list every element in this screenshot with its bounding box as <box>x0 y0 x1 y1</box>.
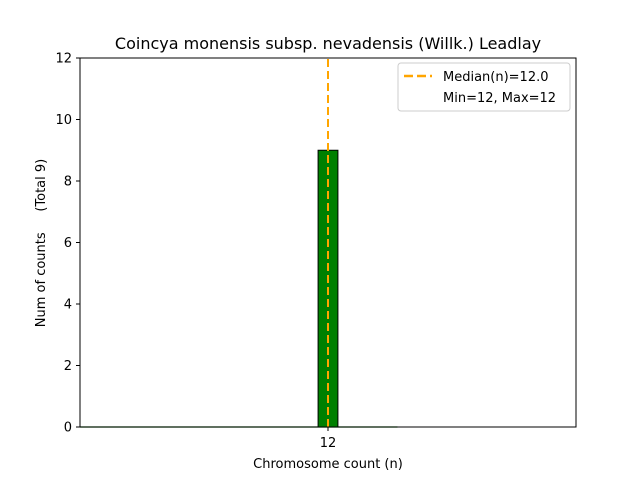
y-axis-ticks: 0 2 4 6 8 10 12 <box>55 52 80 436</box>
y-axis-label: Num of counts (Total 9) <box>34 159 49 327</box>
x-axis-ticks: 12 <box>320 427 337 451</box>
chart-title: Coincya monensis subsp. nevadensis (Will… <box>115 34 541 53</box>
y-tick-label-2: 4 <box>64 298 72 313</box>
legend-entry-minmax: Min=12, Max=12 <box>443 91 556 106</box>
y-tick-label-0: 0 <box>64 421 72 436</box>
legend: Median(n)=12.0 Min=12, Max=12 <box>397 62 571 112</box>
y-tick-label-6: 12 <box>55 52 72 67</box>
y-tick-label-3: 6 <box>64 236 72 251</box>
legend-box <box>397 62 571 112</box>
y-tick-label-5: 10 <box>55 113 72 128</box>
x-tick-label-0: 12 <box>320 436 337 451</box>
x-axis-label: Chromosome count (n) <box>253 457 403 472</box>
y-tick-label-4: 8 <box>64 175 72 190</box>
y-tick-label-1: 2 <box>64 359 72 374</box>
legend-entry-median: Median(n)=12.0 <box>443 70 549 85</box>
